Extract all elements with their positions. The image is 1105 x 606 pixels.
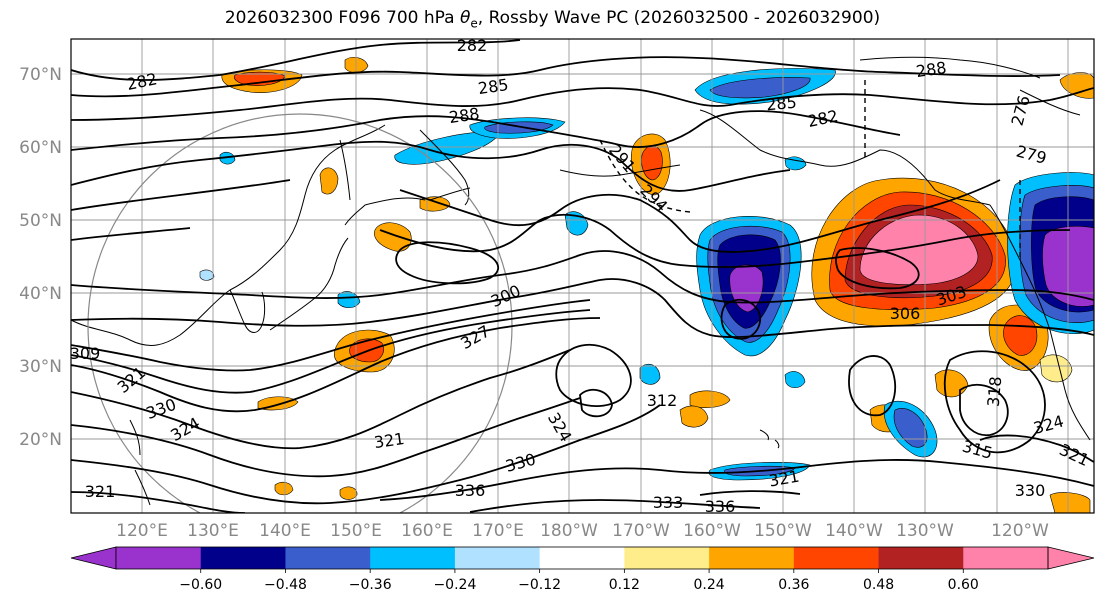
- contour-label: 330: [1015, 481, 1046, 500]
- lon-label-150e: 150°E: [330, 521, 382, 541]
- lat-label-20: 20°N: [19, 430, 62, 450]
- colorbar-swatch: [285, 547, 371, 569]
- coast-sakhalin: [339, 139, 351, 201]
- coast-kamchatka: [419, 129, 470, 206]
- plot-frame: [70, 38, 1095, 514]
- colorbar-swatch: [539, 547, 625, 569]
- colorbar-swatch: [793, 547, 880, 569]
- colorbar-tick-label: −0.60: [179, 577, 222, 593]
- colorbar-swatch: [624, 547, 710, 569]
- anomaly-small-b5: [784, 371, 806, 389]
- lon-label-150w: 150°W: [754, 521, 812, 541]
- colorbar-tick-label: −0.12: [518, 577, 561, 593]
- anomaly-small-10: [1039, 354, 1073, 383]
- coast-alaska-north: [859, 56, 1041, 79]
- longitude-labels: 120°E 130°E 140°E 150°E 160°E 170°E 180°…: [116, 521, 1049, 541]
- lon-label-180w: 180°W: [540, 521, 598, 541]
- coast-kuril: [364, 187, 471, 206]
- coast-alaska: [699, 109, 991, 206]
- anomaly-okhotsk-core: [484, 121, 554, 134]
- coast-korea: [229, 289, 266, 333]
- colorbar-swatch: [116, 547, 202, 569]
- anomaly-siberia-core: [234, 71, 286, 86]
- colorbar: −0.60 −0.48 −0.36 −0.24 −0.12 0.12 0.24 0.36 0.4…: [70, 546, 1095, 593]
- anomaly-small-8: [339, 486, 358, 500]
- lon-label-140e: 140°E: [259, 521, 311, 541]
- colorbar-tick-label: 0.36: [778, 577, 809, 593]
- anomaly-kuril: [374, 222, 412, 252]
- colorbar-tick-label: 0.12: [609, 577, 640, 593]
- lon-label-130e: 130°E: [187, 521, 239, 541]
- lon-label-140w: 140°W: [825, 521, 883, 541]
- coast-north-america-west: [989, 204, 1091, 441]
- colorbar-tick-label: −0.24: [433, 577, 476, 593]
- anomaly-small-b4: [219, 151, 236, 165]
- lon-label-170w: 170°W: [612, 521, 670, 541]
- colorbar-frame: [115, 546, 1049, 570]
- anomaly-small-9: [1049, 492, 1091, 513]
- contour-label: 321: [373, 429, 406, 452]
- contour-label: 312: [647, 391, 678, 410]
- lat-label-40: 40°N: [19, 284, 62, 304]
- theta-e-contours: [71, 39, 1094, 513]
- colorbar-swatch: [963, 547, 1049, 569]
- anomaly-small-b1: [639, 363, 661, 385]
- anomaly-okhotsk: [394, 131, 501, 165]
- contour-label: 288: [915, 58, 948, 81]
- lat-label-50: 50°N: [19, 211, 62, 231]
- colorbar-swatch: [709, 547, 795, 569]
- coast-japan: [269, 204, 366, 331]
- colorbar-tick-label: 0.48: [863, 577, 894, 593]
- colorbar-tick-label: 0.60: [948, 577, 979, 593]
- lon-label-160e: 160°E: [401, 521, 453, 541]
- anomaly-chukotka-core: [709, 77, 811, 99]
- colorbar-tick-label: 0.24: [694, 577, 725, 593]
- lat-label-70: 70°N: [19, 65, 62, 85]
- lon-label-170e: 170°E: [472, 521, 524, 541]
- contour-label: 333: [653, 493, 684, 512]
- contour-label: 306: [890, 304, 921, 323]
- anomaly-small-3: [344, 57, 369, 73]
- anomaly-small-7: [274, 481, 294, 496]
- colorbar-under-arrow: [70, 546, 117, 570]
- coast-east-asia: [71, 124, 386, 346]
- dashed-boundaries: [599, 80, 1021, 260]
- contour-label: 285: [477, 75, 510, 98]
- contour-label: 285: [765, 93, 797, 115]
- lon-label-130w: 130°W: [896, 521, 954, 541]
- lat-label-30: 30°N: [19, 357, 62, 377]
- anomaly-small-b7: [199, 269, 215, 281]
- figure-title: 2026032300 F096 700 hPa θe, Rossby Wave …: [224, 8, 881, 31]
- contour-label: 318: [984, 375, 1006, 407]
- contour-label: 321: [85, 482, 116, 501]
- anomaly-hawaii-north-core: [893, 408, 928, 448]
- colorbar-swatch: [454, 547, 541, 569]
- colorbar-swatch: [370, 547, 456, 569]
- contour-label: 288: [448, 104, 481, 127]
- lon-label-120e: 120°E: [116, 521, 168, 541]
- coast-taiwan-phil: [129, 419, 151, 506]
- anomaly-small-b3: [337, 291, 361, 309]
- coast-hawaii: [759, 429, 780, 449]
- anomaly-small-1: [319, 167, 339, 195]
- colorbar-over-arrow: [1047, 546, 1095, 570]
- anomaly-ne-pacific-peak: [859, 214, 979, 285]
- anomaly-pacific-sw: [679, 405, 709, 428]
- anomaly-small-6: [419, 196, 451, 212]
- contour-label: 336: [455, 481, 486, 500]
- colorbar-swatch: [200, 547, 286, 569]
- lon-label-120w: 120°W: [991, 521, 1049, 541]
- colorbar-tick-label: −0.36: [349, 577, 392, 593]
- anomaly-small-b6: [784, 156, 807, 171]
- contour-label: 282: [457, 36, 488, 55]
- contour-label: 336: [705, 497, 736, 516]
- colorbar-tick-label: −0.48: [264, 577, 307, 593]
- lat-label-60: 60°N: [19, 138, 62, 158]
- colorbar-swatch: [878, 547, 964, 569]
- lon-label-160w: 160°W: [683, 521, 741, 541]
- latitude-labels: 70°N 60°N 50°N 40°N 30°N 20°N: [19, 65, 62, 450]
- contour-label: 309: [70, 344, 101, 363]
- coast-canada: [1019, 89, 1081, 116]
